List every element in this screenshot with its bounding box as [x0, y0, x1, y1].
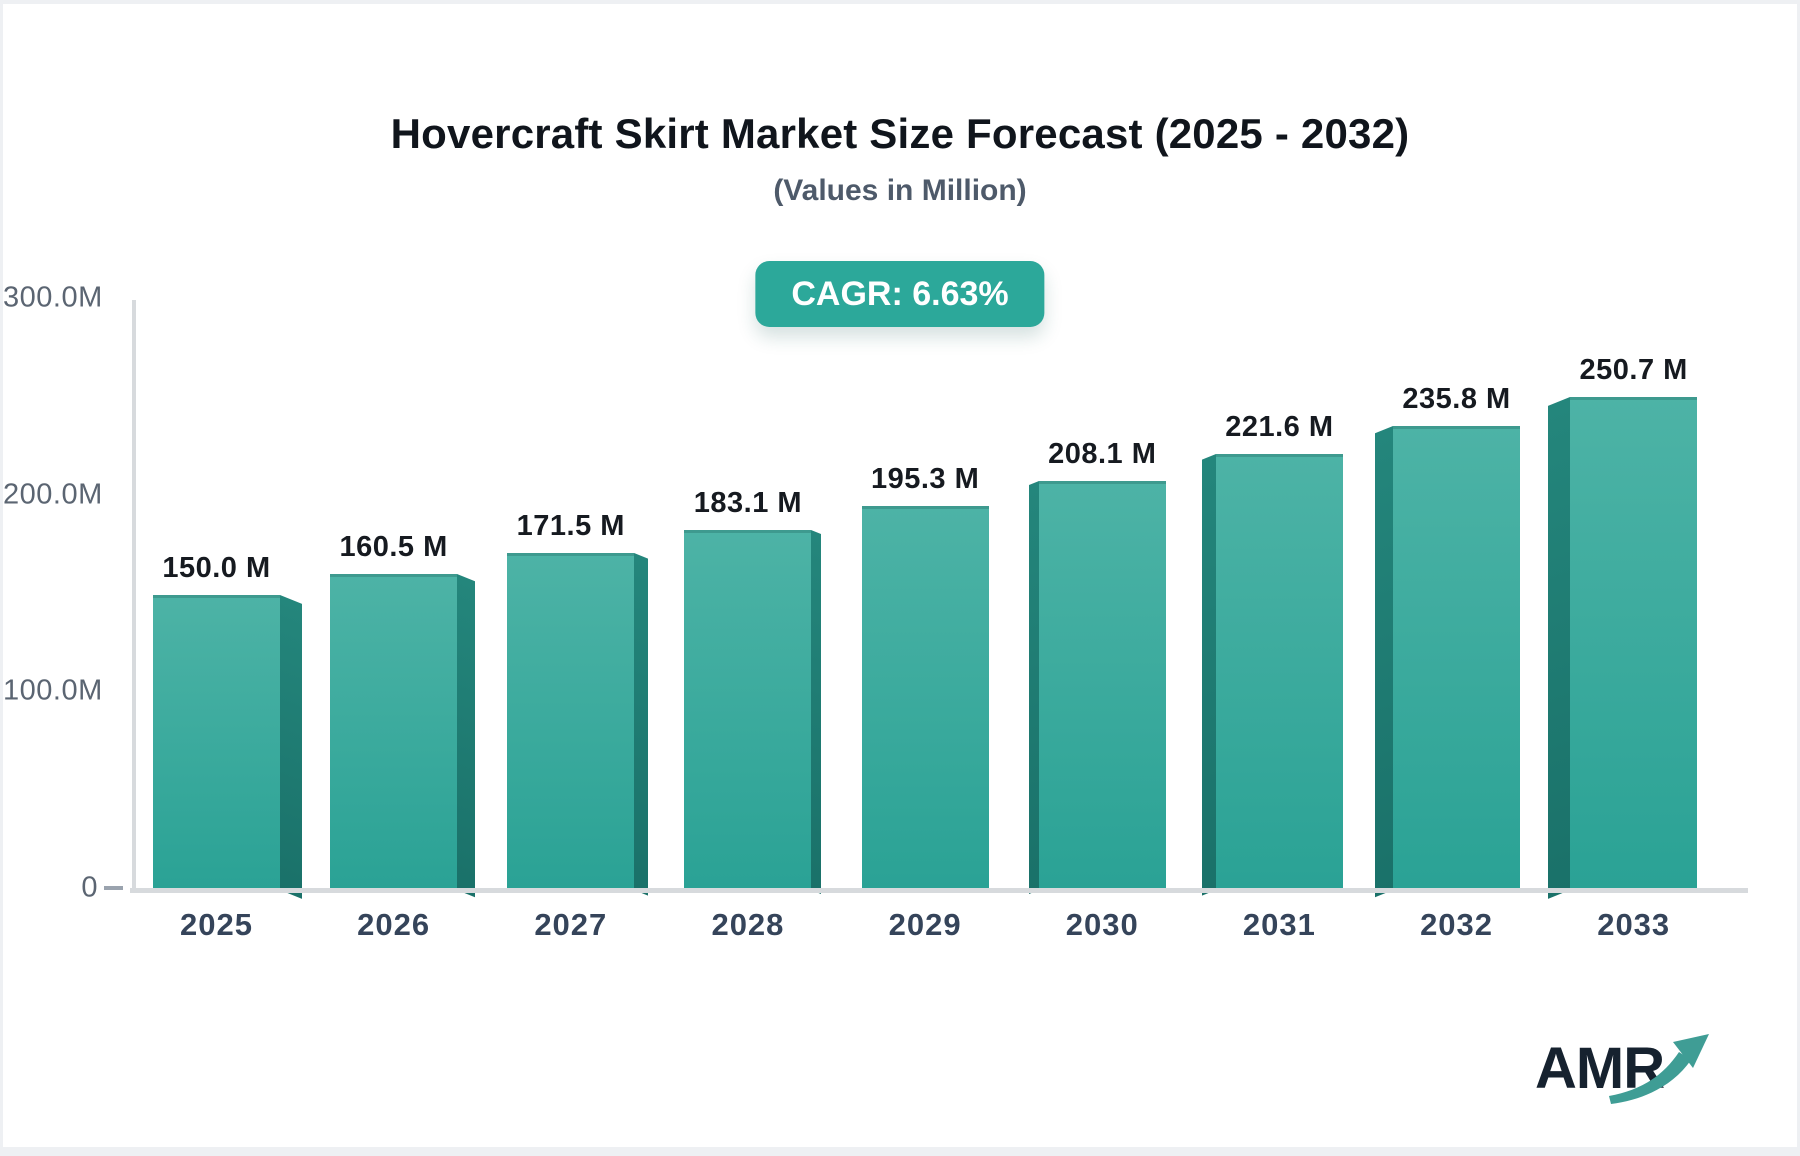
- bar-side-face-2032: [1375, 426, 1394, 898]
- bar-value-label-2027: 171.5 M: [516, 509, 625, 542]
- bar-2027[interactable]: [507, 552, 635, 890]
- x-tick-label-2027: 2027: [534, 907, 608, 942]
- x-tick-label-2028: 2028: [711, 907, 785, 942]
- bar-2032[interactable]: [1393, 426, 1521, 890]
- bar-value-label-2033: 250.7 M: [1579, 353, 1688, 386]
- x-tick-label-2026: 2026: [357, 907, 431, 942]
- x-tick-label-2033: 2033: [1597, 907, 1671, 942]
- bar-value-label-2026: 160.5 M: [339, 531, 448, 564]
- chart-title: Hovercraft Skirt Market Size Forecast (2…: [390, 110, 1410, 157]
- growth-arrow-icon: [1609, 1034, 1709, 1104]
- bar-side-face-2026: [457, 574, 476, 898]
- bar-2028[interactable]: [684, 529, 812, 890]
- bar-side-face-2030: [1028, 480, 1039, 895]
- bar-value-label-2032: 235.8 M: [1402, 383, 1511, 416]
- x-tick-label-2030: 2030: [1065, 907, 1139, 942]
- chart-card: Hovercraft Skirt Market Size Forecast (2…: [3, 4, 1797, 1147]
- x-axis-line: [130, 888, 1748, 893]
- x-tick-label-2025: 2025: [180, 907, 253, 942]
- x-tick-label-2032: 2032: [1420, 907, 1494, 942]
- y-tick-mark-zero: [104, 886, 123, 890]
- x-tick-label-2029: 2029: [888, 907, 962, 942]
- y-tick-label-300.0M: 300.0M: [3, 281, 103, 314]
- bar-2029[interactable]: [861, 505, 989, 890]
- bar-value-label-2030: 208.1 M: [1048, 437, 1157, 470]
- bar-value-label-2028: 183.1 M: [693, 486, 803, 519]
- bar-value-label-2029: 195.3 M: [870, 462, 980, 495]
- bar-2030[interactable]: [1038, 480, 1166, 890]
- y-axis-line: [132, 300, 136, 892]
- chart-subtitle: (Values in Million): [773, 174, 1027, 207]
- bar-2026[interactable]: [330, 574, 458, 890]
- bar-chart-plot-area: 300.0M 200.0M 100.0M 0 150.0 M 2025 160.5 M 202…: [3, 4, 1797, 1147]
- bar-side-face-2028: [811, 529, 822, 895]
- amr-logo: AMR: [1535, 1034, 1715, 1130]
- bar-2025[interactable]: [153, 595, 280, 890]
- cagr-badge: CAGR: 6.63%: [755, 261, 1045, 327]
- bar-side-face-2033: [1548, 396, 1571, 899]
- y-tick-label-100.0M: 100.0M: [3, 674, 103, 707]
- y-tick-label-0: 0: [81, 871, 98, 904]
- bar-value-label-2031: 221.6 M: [1225, 411, 1334, 444]
- y-tick-label-200.0M: 200.0M: [3, 478, 103, 511]
- bar-2033[interactable]: [1570, 396, 1698, 890]
- bar-side-face-2031: [1201, 454, 1216, 896]
- x-tick-label-2031: 2031: [1242, 907, 1316, 942]
- bar-side-face-2025: [280, 595, 302, 899]
- bar-value-label-2025: 150.0 M: [162, 552, 271, 584]
- bar-2031[interactable]: [1215, 454, 1343, 890]
- bar-side-face-2027: [634, 552, 649, 896]
